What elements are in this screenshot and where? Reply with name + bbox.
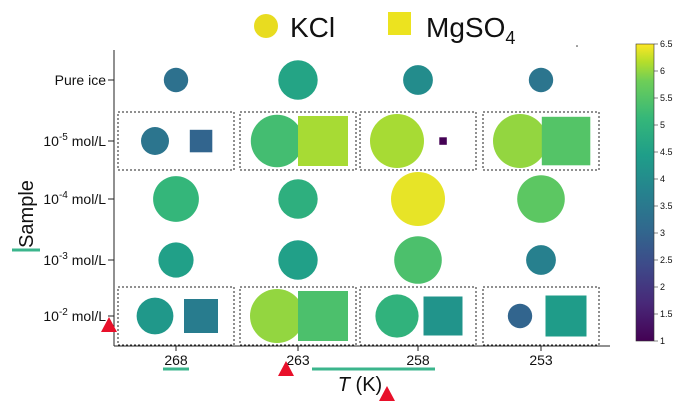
colorbar-tick-label: 3.5 (660, 201, 673, 211)
kcl-point (141, 127, 169, 155)
colorbar-tick-label: 4.5 (660, 147, 673, 157)
colorbar-tick-label: 5.5 (660, 93, 673, 103)
kcl-point (493, 114, 547, 168)
mgso4-point (298, 291, 348, 341)
x-axis-label-var: T (338, 374, 352, 396)
y-tick-unit: mol/L (68, 252, 106, 268)
kcl-point (370, 114, 424, 168)
y-tick-unit: mol/L (68, 133, 106, 149)
y-axis-label: Sample (16, 180, 38, 248)
colorbar-tick-label: 3 (660, 228, 665, 238)
red-triangle-marker (101, 317, 117, 332)
kcl-point (394, 236, 442, 284)
x-axis-label: T (K) (338, 374, 382, 396)
legend-mgso4-text: MgSO (426, 12, 505, 43)
dotted-box (117, 111, 235, 171)
mgso4-point (423, 296, 463, 336)
kcl-point (526, 245, 556, 275)
kcl-point (507, 303, 533, 329)
y-tick-base: Pure ice (55, 72, 107, 88)
y-tick-unit: mol/L (68, 191, 106, 207)
kcl-point (158, 242, 194, 278)
data-points (136, 60, 591, 343)
legend-mgso4-marker (388, 12, 411, 35)
mgso4-point (439, 137, 447, 145)
mgso4-point (189, 129, 213, 153)
kcl-point (250, 289, 304, 343)
mgso4-point (545, 295, 587, 337)
colorbar-tick-label: 2.5 (660, 255, 673, 265)
dotted-box (359, 111, 477, 171)
colorbar-tick-label: 1 (660, 336, 665, 346)
colorbar-tick-label: 6.5 (660, 39, 673, 49)
kcl-point (517, 175, 565, 223)
red-triangle-marker (278, 361, 294, 376)
kcl-point (278, 60, 318, 100)
y-tick-base: 10 (43, 133, 59, 149)
dotted-boxes (117, 111, 600, 346)
legend-mgso4-label: MgSO4 (426, 12, 515, 48)
x-tick-label: 258 (406, 352, 430, 368)
x-tick-label: 253 (529, 352, 553, 368)
dotted-box (359, 286, 477, 346)
x-ticks: 268 263 258 253 (164, 346, 553, 368)
y-tick-label: 10-3 mol/L (43, 251, 106, 268)
kcl-point (278, 179, 318, 219)
legend: KCl MgSO4 (254, 12, 515, 48)
y-tick-label: 10-5 mol/L (43, 132, 106, 149)
x-axis-label-unit: (K) (350, 374, 382, 396)
y-tick-label: 10-2 mol/L (43, 307, 106, 324)
dotted-box (239, 111, 357, 171)
mgso4-point (541, 116, 591, 166)
kcl-point (375, 294, 419, 338)
legend-mgso4-sub: 4 (505, 28, 515, 48)
kcl-point (403, 65, 433, 95)
y-tick-exponent: -5 (59, 132, 68, 143)
colorbar-ticks: 1 1.5 2 2.5 3 3.5 4 4.5 5 5.5 6 6.5 (654, 39, 673, 346)
colorbar-tick-label: 6 (660, 66, 665, 76)
y-tick-base: 10 (43, 191, 59, 207)
kcl-point (391, 172, 445, 226)
y-tick-base: 10 (43, 252, 59, 268)
colorbar-tick-label: 2 (660, 282, 665, 292)
mgso4-point (298, 116, 348, 166)
stray-dot (576, 45, 578, 47)
red-triangle-marker (379, 386, 395, 401)
kcl-point (163, 67, 189, 93)
y-tick-label: 10-4 mol/L (43, 190, 106, 207)
dotted-box (239, 286, 357, 346)
kcl-point (528, 67, 554, 93)
kcl-point (250, 114, 304, 168)
legend-kcl-label: KCl (290, 12, 335, 43)
dotted-box (482, 111, 600, 171)
y-tick-exponent: -4 (59, 190, 68, 201)
colorbar-tick-label: 5 (660, 120, 665, 130)
kcl-point (278, 240, 318, 280)
colorbar-tick-label: 1.5 (660, 309, 673, 319)
colorbar-tick-label: 4 (660, 174, 665, 184)
x-tick-label: 263 (286, 352, 310, 368)
mgso4-point (184, 299, 218, 333)
y-tick-label: Pure ice (55, 72, 107, 88)
y-tick-base: 10 (43, 308, 59, 324)
kcl-point (136, 297, 174, 335)
y-tick-exponent: -2 (59, 307, 68, 318)
colorbar (635, 43, 655, 342)
legend-kcl-marker (254, 14, 278, 38)
dotted-box (482, 286, 600, 346)
y-tick-unit: mol/L (68, 308, 106, 324)
dotted-box (117, 286, 235, 346)
x-tick-label: 268 (164, 352, 188, 368)
y-tick-exponent: -3 (59, 251, 68, 262)
kcl-point (153, 176, 199, 222)
